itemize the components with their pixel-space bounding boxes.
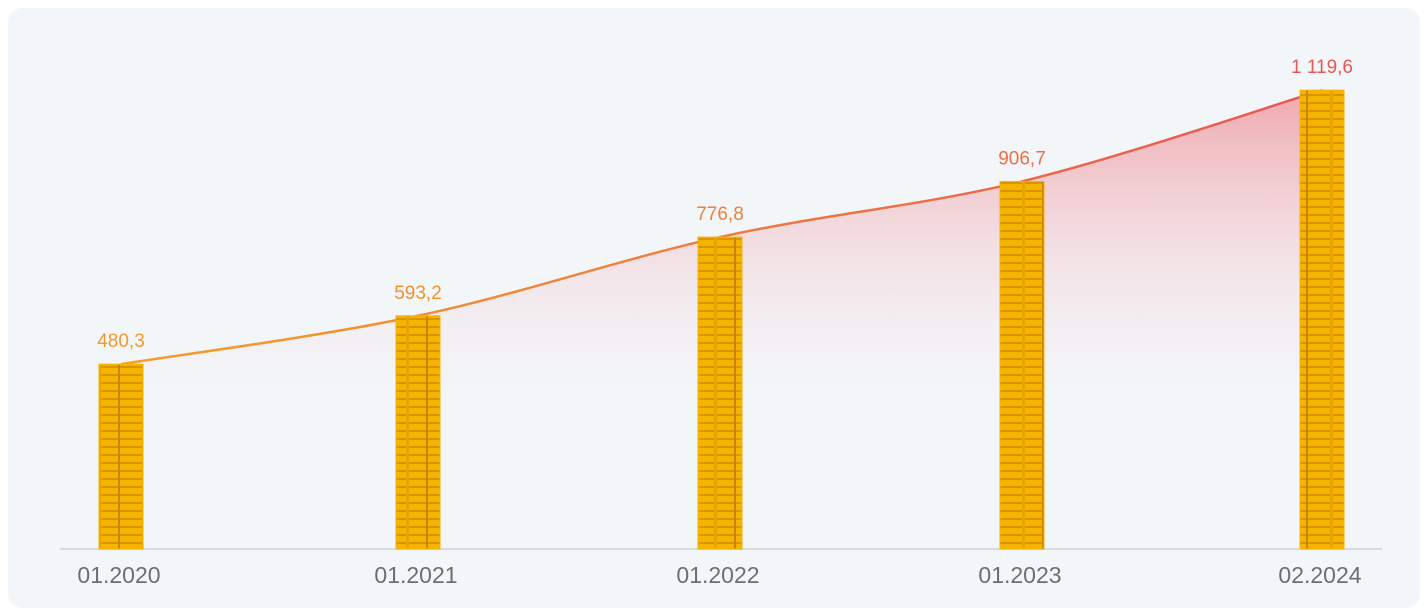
value-label: 593,2 bbox=[394, 283, 442, 304]
x-tick-label: 01.2022 bbox=[676, 562, 759, 588]
x-tick-label: 01.2021 bbox=[374, 562, 457, 588]
x-tick-label: 02.2024 bbox=[1278, 562, 1361, 588]
x-tick-label: 01.2020 bbox=[77, 562, 160, 588]
value-label: 480,3 bbox=[97, 331, 145, 352]
value-label: 776,8 bbox=[696, 204, 744, 225]
value-label: 906,7 bbox=[998, 148, 1046, 169]
x-tick-label: 01.2023 bbox=[978, 562, 1061, 588]
coin-stack bbox=[999, 180, 1045, 550]
value-label: 1 119,6 bbox=[1291, 57, 1353, 78]
coin-stack bbox=[697, 236, 743, 550]
coin-stack bbox=[98, 363, 144, 550]
coin-stack bbox=[395, 315, 441, 550]
coin-stack bbox=[1299, 89, 1345, 550]
